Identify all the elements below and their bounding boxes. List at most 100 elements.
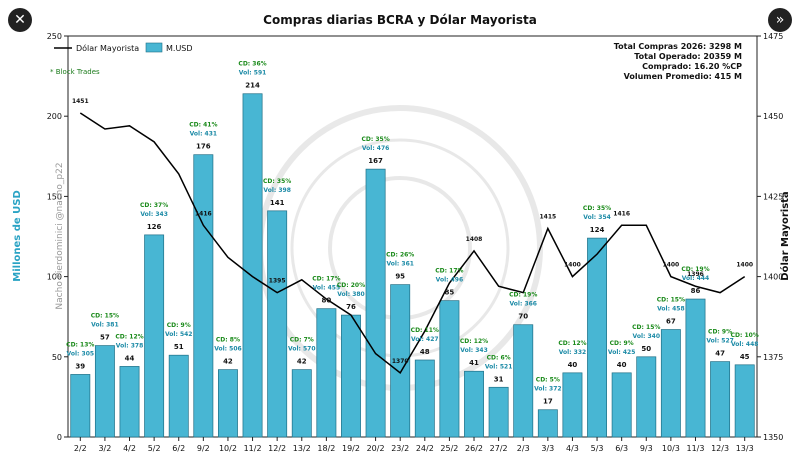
summary-line: Total Operado: 20359 M — [634, 52, 742, 61]
vol-label: Vol: 527 — [706, 338, 734, 345]
dolar-line — [79, 112, 746, 374]
bar-value-label: 85 — [445, 289, 455, 297]
bar — [119, 366, 140, 438]
bar — [660, 329, 681, 438]
x-tick-label: 19/2 — [342, 444, 360, 453]
y-axis-right-label: Dólar Mayorista — [779, 191, 791, 280]
legend-bar-swatch — [145, 42, 163, 53]
author-watermark: Nacho Pierdominici @nacho_p22 — [55, 162, 65, 309]
line-value-label: 1400 — [736, 262, 753, 269]
close-icon[interactable]: ✕ — [8, 8, 32, 32]
x-tick-label: 3/3 — [541, 444, 554, 453]
bar — [193, 154, 214, 438]
cd-label: CD: 36% — [238, 61, 266, 68]
line-value-label: 1400 — [663, 262, 680, 269]
vol-label: Vol: 455 — [313, 285, 341, 292]
x-tick-label: 12/2 — [268, 444, 286, 453]
y-left-tick-label: 100 — [47, 273, 62, 282]
x-tick-label: 2/3 — [517, 444, 530, 453]
x-tick-label: 5/3 — [591, 444, 604, 453]
bar-value-label: 50 — [641, 345, 651, 353]
cd-label: CD: 10% — [731, 332, 759, 339]
vol-label: Vol: 343 — [140, 211, 168, 218]
vol-label: Vol: 361 — [386, 261, 414, 268]
cd-label: CD: 12% — [115, 333, 143, 340]
summary-line: Total Compras 2026: 3298 M — [614, 42, 742, 51]
x-tick-label: 10/2 — [219, 444, 237, 453]
next-icon[interactable]: » — [768, 8, 792, 32]
y-left-tick-label: 150 — [47, 192, 62, 201]
line-value-label: 1400 — [564, 262, 581, 269]
vol-label: Vol: 506 — [214, 346, 242, 353]
y-right-tick-label: 1350 — [763, 433, 783, 442]
bar-value-label: 86 — [691, 287, 701, 295]
bar — [267, 210, 288, 438]
vol-label: Vol: 354 — [583, 214, 611, 221]
cd-label: CD: 35% — [361, 136, 389, 143]
bar-value-label: 70 — [518, 313, 528, 321]
bar — [587, 237, 608, 438]
bar — [144, 234, 165, 438]
bar-value-label: 141 — [270, 199, 285, 207]
bar-value-label: 40 — [617, 361, 627, 369]
plot-area — [67, 35, 758, 438]
cd-label: CD: 7% — [290, 337, 314, 344]
x-tick-label: 5/2 — [148, 444, 161, 453]
line-value-label: 1415 — [539, 213, 556, 220]
bar-value-label: 39 — [75, 362, 85, 370]
line-value-label: 1451 — [72, 98, 89, 105]
vol-label: Vol: 343 — [460, 347, 488, 354]
cd-label: CD: 11% — [411, 327, 439, 334]
vol-label: Vol: 332 — [559, 349, 587, 356]
bar-value-label: 45 — [740, 353, 750, 361]
cd-label: CD: 15% — [632, 324, 660, 331]
cd-label: CD: 5% — [536, 377, 560, 384]
vol-label: Vol: 378 — [116, 342, 144, 349]
y-left-tick-label: 250 — [47, 32, 62, 41]
cd-label: CD: 35% — [263, 178, 291, 185]
cd-label: CD: 15% — [91, 313, 119, 320]
x-tick-label: 12/3 — [711, 444, 729, 453]
vol-label: Vol: 366 — [509, 301, 537, 308]
cd-label: CD: 13% — [66, 341, 94, 348]
bar — [70, 374, 91, 438]
cd-label: CD: 8% — [216, 337, 240, 344]
x-tick-label: 10/3 — [662, 444, 680, 453]
bar — [488, 386, 509, 438]
bar-value-label: 76 — [346, 303, 356, 311]
bar — [685, 298, 706, 438]
bar-value-label: 47 — [715, 350, 725, 358]
x-tick-label: 25/2 — [440, 444, 458, 453]
x-tick-label: 4/3 — [566, 444, 579, 453]
bar — [439, 300, 460, 438]
bar-value-label: 42 — [297, 358, 307, 366]
chart-title: Compras diarias BCRA y Dólar Mayorista — [263, 13, 537, 27]
cd-label: CD: 17% — [312, 276, 340, 283]
cd-label: CD: 17% — [435, 268, 463, 275]
cd-label: CD: 26% — [386, 252, 414, 259]
bar-value-label: 17 — [543, 398, 553, 406]
x-tick-label: 13/2 — [293, 444, 311, 453]
vol-label: Vol: 381 — [91, 322, 119, 329]
bar-value-label: 67 — [666, 318, 676, 326]
vol-label: Vol: 542 — [165, 331, 193, 338]
bar — [242, 93, 263, 438]
x-tick-label: 24/2 — [416, 444, 434, 453]
cd-label: CD: 41% — [189, 122, 217, 129]
line-value-label: 1395 — [269, 278, 286, 285]
x-tick-label: 18/2 — [317, 444, 335, 453]
bar-value-label: 51 — [174, 343, 184, 351]
bar-value-label: 40 — [568, 361, 578, 369]
y-axis-left-label: Millones de USD — [12, 190, 23, 281]
cd-label: CD: 12% — [558, 340, 586, 347]
cd-label: CD: 19% — [681, 266, 709, 273]
cd-label: CD: 15% — [657, 297, 685, 304]
y-right-tick-label: 1425 — [763, 192, 783, 201]
line-value-label: 1396 — [687, 271, 704, 278]
bar-value-label: 57 — [100, 334, 110, 342]
x-tick-label: 6/2 — [172, 444, 185, 453]
cd-label: CD: 9% — [610, 340, 634, 347]
bar — [291, 369, 312, 438]
x-tick-label: 3/2 — [98, 444, 111, 453]
line-value-label: 1408 — [466, 236, 483, 243]
